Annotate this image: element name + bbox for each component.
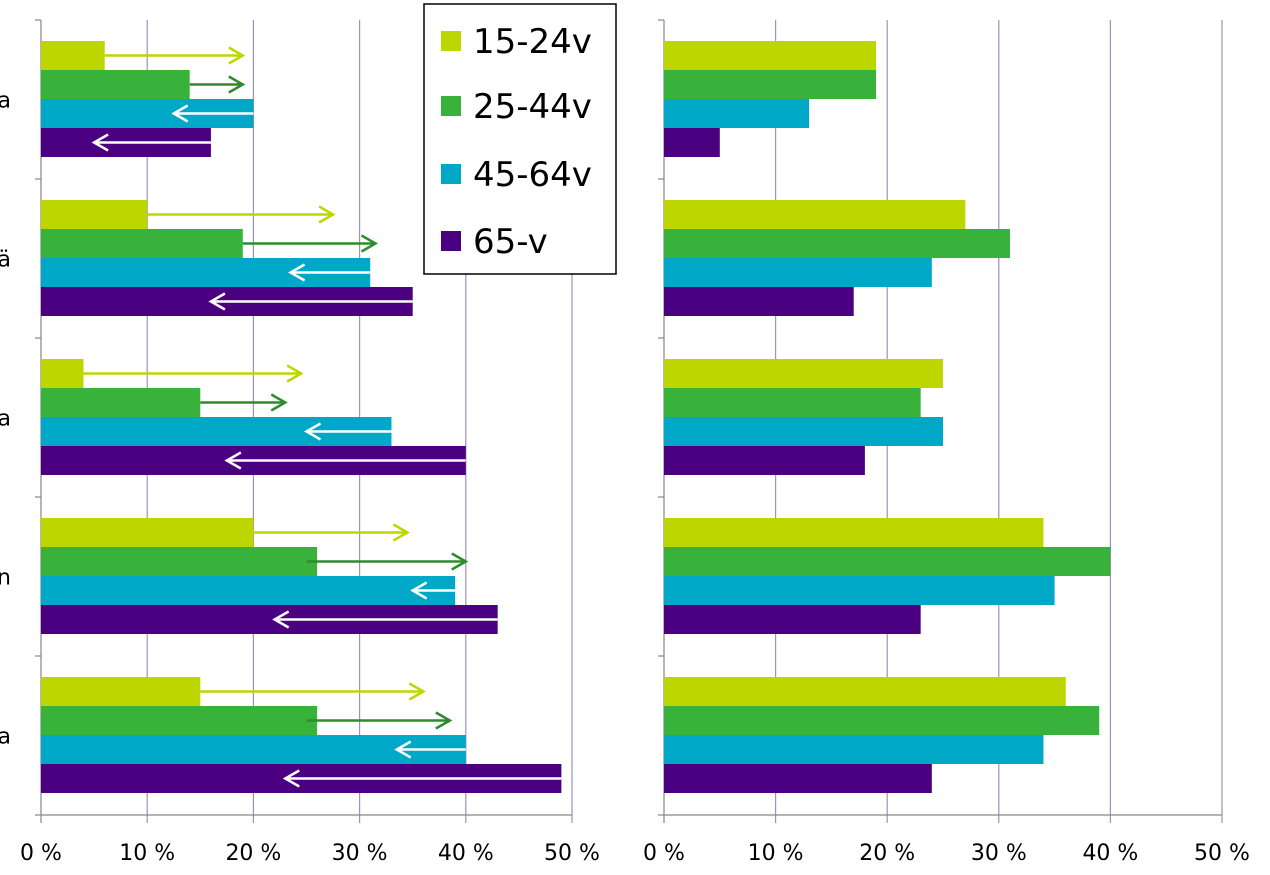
category-label: ä xyxy=(0,248,11,273)
category-label: n xyxy=(0,566,11,591)
left-chart-panel: 0 % 10 % 20 % 30 % 40 % 50 % a ä a n a xyxy=(0,19,600,866)
bar-15-24v xyxy=(41,41,105,70)
trend-arrow-head xyxy=(224,451,242,470)
x-tick-label: 20 % xyxy=(225,841,281,866)
legend-label-65-v: 65-v xyxy=(473,222,548,262)
bar-45-64v xyxy=(664,576,1055,605)
right-chart-panel: 0 % 10 % 20 % 30 % 40 % 50 % xyxy=(643,19,1250,866)
bar-25-44v xyxy=(41,388,201,417)
legend-swatch-25-44v xyxy=(441,96,461,116)
legend-label-15-24v: 15-24v xyxy=(473,22,592,62)
trend-arrow-head xyxy=(91,133,109,152)
bar-15-24v xyxy=(41,359,84,388)
trend-arrow-head xyxy=(408,682,426,701)
bar-65-v xyxy=(664,128,720,157)
trend-arrow-head xyxy=(318,205,336,224)
x-tick-label: 20 % xyxy=(859,841,915,866)
bar-15-24v xyxy=(664,518,1044,547)
x-tick-label: 10 % xyxy=(748,841,804,866)
bar-15-24v xyxy=(664,200,966,229)
bar-25-44v xyxy=(664,547,1111,576)
trend-arrow-head xyxy=(286,364,304,383)
bar-25-44v xyxy=(664,706,1100,735)
legend-swatch-45-64v xyxy=(441,164,461,184)
trend-arrow-head xyxy=(171,104,189,123)
x-tick-label: 50 % xyxy=(544,841,600,866)
bar-15-24v xyxy=(41,518,254,547)
legend-swatch-15-24v xyxy=(441,31,461,51)
bar-45-64v xyxy=(664,417,943,446)
bar-25-44v xyxy=(664,388,921,417)
trend-arrow-head xyxy=(410,581,428,600)
bar-25-44v xyxy=(41,547,318,576)
trend-arrow-head xyxy=(435,711,453,730)
bar-65-v xyxy=(664,287,854,316)
category-label: a xyxy=(0,725,11,750)
bar-45-64v xyxy=(664,258,932,287)
trend-arrow-head xyxy=(270,393,288,412)
x-tick-label: 0 % xyxy=(20,841,62,866)
bar-45-64v xyxy=(41,576,456,605)
bar-65-v xyxy=(664,605,921,634)
trend-arrow-head xyxy=(451,552,469,571)
bar-25-44v xyxy=(41,70,190,99)
trend-arrow-head xyxy=(303,422,322,441)
x-tick-label: 30 % xyxy=(971,841,1027,866)
x-tick-label: 50 % xyxy=(1194,841,1250,866)
legend-label-45-64v: 45-64v xyxy=(473,155,592,195)
trend-arrow-head xyxy=(228,75,246,94)
bar-15-24v xyxy=(664,41,877,70)
bar-45-64v xyxy=(664,735,1044,764)
bar-15-24v xyxy=(41,200,148,229)
trend-arrow-head xyxy=(394,740,412,759)
bar-15-24v xyxy=(41,677,201,706)
bar-65-v xyxy=(664,764,932,793)
category-label: a xyxy=(0,89,11,114)
trend-arrow-head xyxy=(208,292,226,311)
trend-arrow-head xyxy=(360,234,379,253)
trend-arrow-head xyxy=(282,769,300,788)
x-tick-label: 10 % xyxy=(119,841,175,866)
bar-25-44v xyxy=(41,229,243,258)
trend-arrow-head xyxy=(272,610,290,629)
legend-swatch-65-v xyxy=(441,231,461,251)
bar-25-44v xyxy=(664,70,877,99)
legend-label-25-44v: 25-44v xyxy=(473,87,592,127)
bar-15-24v xyxy=(664,359,943,388)
trend-arrow-head xyxy=(288,263,306,282)
trend-arrow-head xyxy=(392,523,410,542)
x-tick-label: 30 % xyxy=(332,841,388,866)
x-tick-label: 40 % xyxy=(1082,841,1138,866)
trend-arrow-head xyxy=(228,46,246,65)
x-tick-label: 0 % xyxy=(643,841,685,866)
bar-25-44v xyxy=(664,229,1010,258)
bar-45-64v xyxy=(664,99,810,128)
legend: 15-24v 25-44v 45-64v 65-v xyxy=(423,3,617,275)
bar-65-v xyxy=(664,446,865,475)
bar-15-24v xyxy=(664,677,1066,706)
category-label: a xyxy=(0,407,11,432)
bar-25-44v xyxy=(41,706,318,735)
x-tick-label: 40 % xyxy=(438,841,494,866)
